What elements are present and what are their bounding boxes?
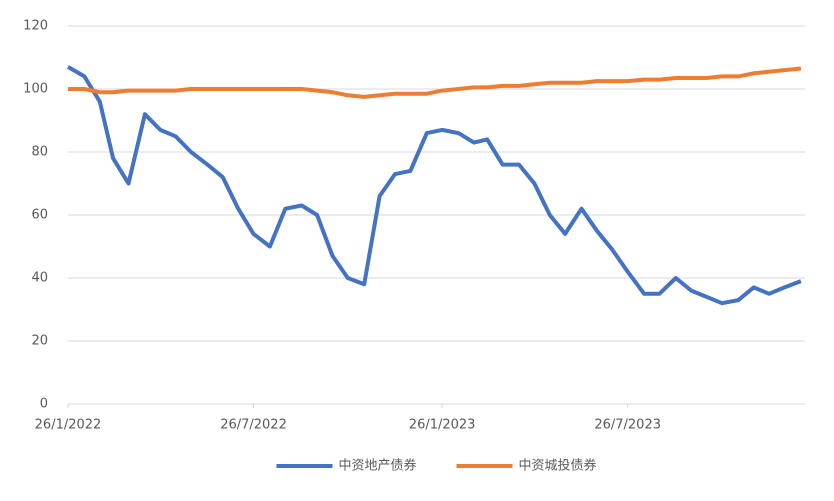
x-tick-label: 26/7/2022 — [220, 418, 287, 433]
legend-label: 中资地产债券 — [339, 458, 417, 474]
series-line — [66, 65, 802, 306]
legend-label: 中资城投债券 — [519, 458, 597, 474]
series-line — [68, 66, 802, 99]
x-tick-label: 26/1/2022 — [35, 418, 102, 433]
y-tick-label: 80 — [31, 145, 48, 160]
x-tick-label: 26/1/2023 — [409, 418, 476, 433]
y-tick-label: 100 — [23, 82, 48, 97]
y-tick-label: 120 — [23, 19, 48, 34]
x-tick-label: 26/7/2023 — [594, 418, 661, 433]
y-tick-label: 0 — [40, 397, 48, 412]
y-tick-label: 20 — [31, 334, 48, 349]
y-tick-label: 40 — [31, 271, 48, 286]
y-tick-label: 60 — [31, 208, 48, 223]
